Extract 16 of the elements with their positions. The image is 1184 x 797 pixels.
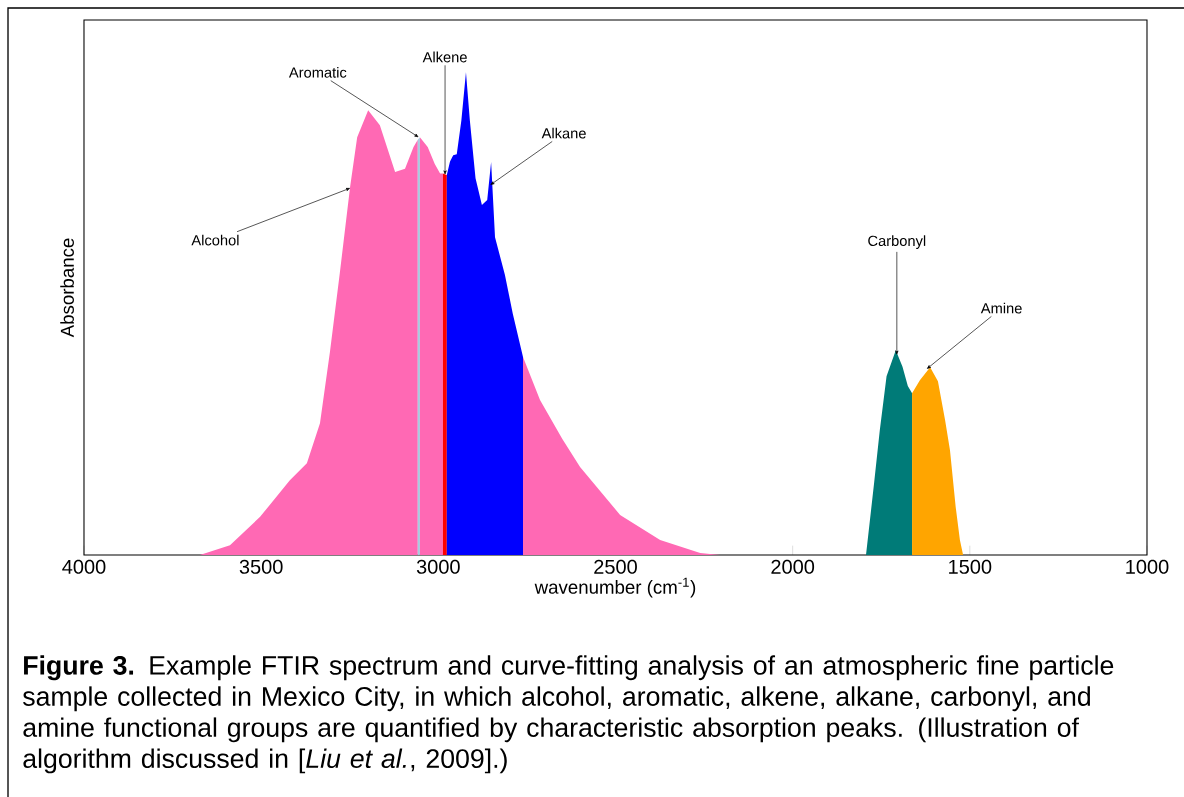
annotation: Amine <box>980 302 1022 314</box>
x-tick-label: 4000 <box>62 559 106 574</box>
annotation: Carbonyl <box>868 235 926 249</box>
x-tick-label: 3500 <box>239 559 283 574</box>
annotation: Alkane <box>541 127 586 139</box>
x-tick-label: 2000 <box>771 559 815 574</box>
x-tick-label: 1500 <box>949 559 992 574</box>
annotation: Alcohol <box>191 234 239 246</box>
annotation: Alkene <box>422 51 467 63</box>
x-axis-title: wavenumber (cm$^{-1}$) <box>534 577 696 598</box>
text: Figure 3. Example FTIR spectrum and curve-fitting analysis of an atmospheric fine particle sample collected in Mexico City, in which alcohol, aromatic, alkene, alkane, carbonyl, and amine functional groups are quantified by characteristic absorption peaks. (Illustration of algorithm discussed in [Liu et al., 2009].) <box>23 655 1114 774</box>
x-tick-label: 1000 <box>1126 559 1169 574</box>
x-tick-label: 2500 <box>594 559 637 574</box>
annotation: Aromatic <box>288 66 347 78</box>
x-tick-label: 3000 <box>416 559 460 574</box>
y-axis-title: Absorbance <box>60 238 74 338</box>
